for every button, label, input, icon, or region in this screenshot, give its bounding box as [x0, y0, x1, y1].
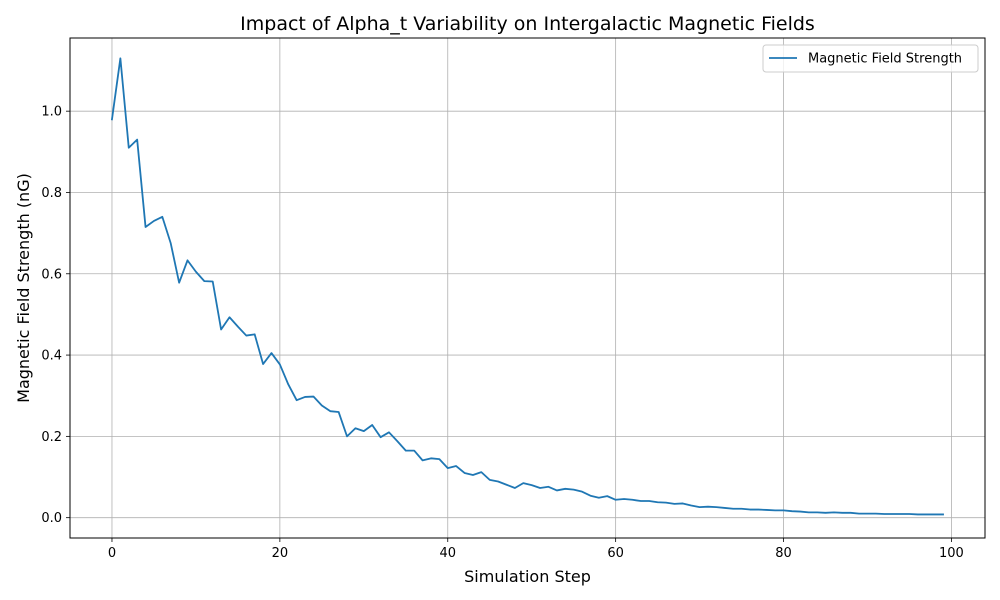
x-tick-label: 40	[439, 546, 456, 561]
x-tick-label: 20	[272, 546, 289, 561]
legend-box	[762, 44, 979, 73]
axis-ticks: 0 20 40 60 80 100 0.0 0.2 0.4 0.6 0.8 1.0	[41, 105, 964, 561]
series-layer	[110, 57, 944, 516]
y-tick-label: 1.0	[41, 105, 62, 120]
plot-frame	[69, 37, 986, 539]
y-axis-title: Magnetic Field Strength (nG)	[14, 173, 33, 403]
legend: Magnetic Field Strength	[762, 44, 979, 73]
x-axis-title: Simulation Step	[464, 567, 591, 586]
y-tick-label: 0.0	[41, 511, 62, 526]
legend-label: Magnetic Field Strength	[808, 52, 962, 67]
grid	[70, 38, 985, 538]
x-tick-label: 60	[607, 546, 624, 561]
chart-title: Impact of Alpha_t Variability on Interga…	[240, 13, 815, 35]
y-tick-label: 0.4	[41, 349, 62, 364]
x-tick-label: 100	[939, 546, 964, 561]
series-line	[110, 57, 944, 516]
y-tick-label: 0.2	[41, 430, 62, 445]
x-tick-label: 0	[108, 546, 116, 561]
y-tick-label: 0.8	[41, 186, 62, 201]
x-tick-label: 80	[775, 546, 792, 561]
y-tick-label: 0.6	[41, 267, 62, 282]
